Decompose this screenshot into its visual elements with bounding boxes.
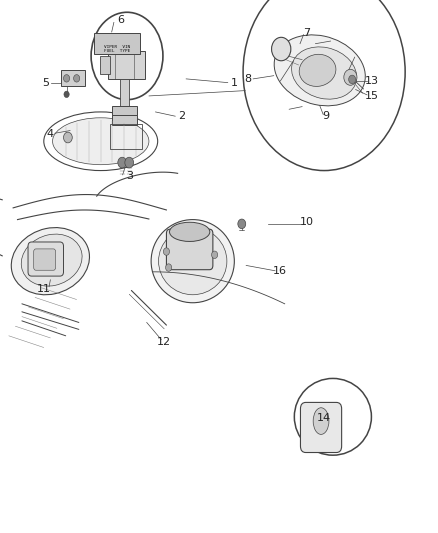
Text: 8: 8 xyxy=(244,74,251,84)
Text: 9: 9 xyxy=(323,111,330,121)
Ellipse shape xyxy=(292,47,357,99)
Circle shape xyxy=(74,75,80,82)
Circle shape xyxy=(243,0,405,171)
Ellipse shape xyxy=(44,112,158,171)
Circle shape xyxy=(91,12,163,100)
Circle shape xyxy=(64,91,69,98)
Circle shape xyxy=(238,219,246,229)
Circle shape xyxy=(125,157,134,168)
Text: 5: 5 xyxy=(42,78,49,87)
Text: 12: 12 xyxy=(157,337,171,347)
Text: VIPER  VIN: VIPER VIN xyxy=(104,45,130,49)
Circle shape xyxy=(64,132,72,143)
Ellipse shape xyxy=(299,54,336,86)
Text: FUEL  TYPE: FUEL TYPE xyxy=(104,49,130,53)
Circle shape xyxy=(212,251,218,259)
Bar xyxy=(108,51,145,79)
Circle shape xyxy=(344,69,357,85)
Ellipse shape xyxy=(170,222,210,241)
Bar xyxy=(100,56,110,74)
Bar xyxy=(110,124,142,149)
FancyBboxPatch shape xyxy=(34,249,56,270)
FancyBboxPatch shape xyxy=(300,402,342,453)
Circle shape xyxy=(166,264,172,271)
FancyBboxPatch shape xyxy=(94,33,140,54)
Ellipse shape xyxy=(151,220,234,303)
Text: 14: 14 xyxy=(317,414,331,423)
Bar xyxy=(112,115,137,125)
Ellipse shape xyxy=(11,228,89,295)
Bar xyxy=(112,106,137,115)
Bar xyxy=(120,79,129,125)
FancyBboxPatch shape xyxy=(166,229,213,270)
Text: 3: 3 xyxy=(126,171,133,181)
Circle shape xyxy=(64,75,70,82)
Ellipse shape xyxy=(274,35,365,106)
Text: 10: 10 xyxy=(300,217,314,227)
Text: 7: 7 xyxy=(303,28,310,38)
Ellipse shape xyxy=(21,234,82,286)
Ellipse shape xyxy=(159,228,227,295)
Text: 4: 4 xyxy=(47,130,54,139)
FancyBboxPatch shape xyxy=(28,242,64,276)
Text: 16: 16 xyxy=(273,266,287,276)
Text: 15: 15 xyxy=(365,91,379,101)
Bar xyxy=(61,70,85,86)
Ellipse shape xyxy=(294,378,371,455)
Text: 2: 2 xyxy=(178,111,185,121)
Circle shape xyxy=(272,37,291,61)
Circle shape xyxy=(163,248,170,255)
Circle shape xyxy=(118,157,127,168)
Circle shape xyxy=(349,75,356,84)
Text: 6: 6 xyxy=(117,15,124,25)
Ellipse shape xyxy=(53,118,149,165)
Text: 13: 13 xyxy=(365,76,379,86)
Ellipse shape xyxy=(313,408,329,434)
Text: 1: 1 xyxy=(231,78,238,87)
Text: 11: 11 xyxy=(37,284,51,294)
